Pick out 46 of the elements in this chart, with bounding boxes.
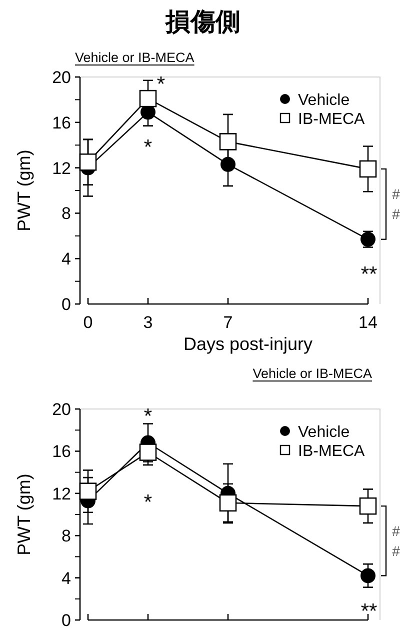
y-tick-label: 20: [52, 400, 71, 419]
legend-label: Vehicle: [298, 424, 350, 441]
y-axis-title: PWT (gm): [14, 150, 34, 232]
point: [359, 497, 377, 515]
x-tick-label: 14: [358, 313, 378, 332]
point: [219, 133, 237, 150]
annotation: **: [360, 600, 378, 623]
x-axis-title: Days post-injury: [183, 334, 313, 354]
y-tick-label: 12: [52, 484, 71, 504]
point: [220, 156, 236, 172]
annotation: *: [144, 136, 152, 159]
y-tick-label: 12: [52, 158, 71, 178]
x-tick-label: 3: [143, 313, 153, 332]
point: [359, 160, 377, 178]
x-tick-label: 7: [223, 313, 233, 332]
point: [139, 444, 157, 461]
annotation: **: [360, 263, 378, 286]
text: #: [392, 542, 400, 559]
point: [219, 494, 237, 512]
y-tick-label: 8: [62, 204, 71, 224]
point: [79, 153, 97, 171]
y-tick-label: 0: [62, 611, 71, 630]
annotation: *: [156, 73, 166, 96]
y-tick-label: 8: [62, 526, 71, 546]
point: [139, 90, 157, 108]
x-tick-label: 0: [83, 313, 93, 332]
y-tick-label: 4: [62, 568, 71, 588]
annotation: *: [144, 405, 152, 428]
point: [360, 568, 376, 584]
text: #: [392, 186, 400, 202]
chart-subtitle: Vehicle or IB-MECA: [75, 50, 194, 65]
point: [79, 482, 97, 500]
y-tick-label: 16: [52, 442, 71, 462]
legend-label: Vehicle: [298, 92, 350, 109]
y-tick-label: 20: [52, 68, 71, 87]
y-tick-label: 16: [52, 113, 71, 132]
chart-subtitle: Vehicle or IB-MECA: [252, 366, 372, 381]
text: #: [392, 206, 400, 222]
legend-label: IB-MECA: [298, 443, 365, 460]
y-tick-label: 0: [62, 295, 71, 314]
y-tick-label: 4: [62, 250, 71, 269]
y-axis-title: PWT (gm): [14, 474, 34, 556]
chart-title: 損傷側: [164, 8, 240, 36]
annotation: *: [144, 491, 152, 514]
text: #: [392, 522, 400, 539]
legend-label: IB-MECA: [298, 111, 365, 128]
